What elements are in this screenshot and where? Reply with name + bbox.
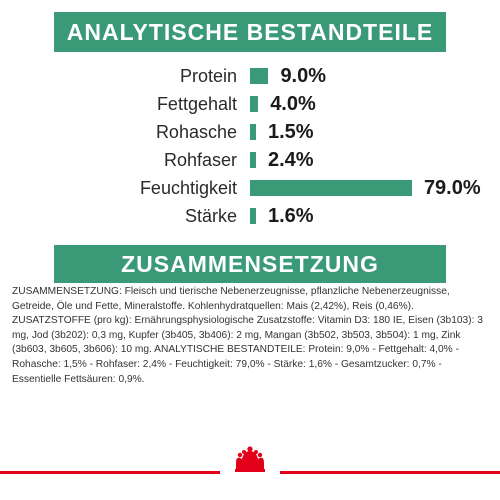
nutrient-row-fettgehalt: Fettgehalt 4.0% [0,92,500,116]
ingredients-text: ZUSAMMENSETZUNG: Fleisch und tierische N… [12,286,483,385]
nutrient-bar [250,124,256,140]
royal-canin-crown-icon [220,443,280,477]
nutrient-row-rohasche: Rohasche 1.5% [0,120,500,144]
nutrient-label: Protein [179,66,237,86]
nutrient-bar [250,96,259,112]
nutrient-label: Feuchtigkeit [139,178,237,198]
nutrient-row-rohfaser: Rohfaser 2.4% [0,148,500,172]
analytical-constituents-header: ANALYTISCHE BESTANDTEILE [54,12,446,52]
nutrient-bar [250,208,256,224]
nutrient-row-protein: Protein 9.0% [0,64,500,88]
nutrient-label: Rohasche [155,122,237,142]
nutrient-value: 1.6% [268,205,314,227]
nutrient-bar [250,152,256,168]
nutrient-bar [250,68,269,84]
composition-header: ZUSAMMENSETZUNG [54,245,446,283]
nutrient-row-feuchtigkeit: Feuchtigkeit 79.0% [0,176,500,200]
nutrient-value: 4.0% [270,93,316,115]
nutrient-value: 1.5% [268,121,314,143]
nutrient-label: Stärke [184,206,237,226]
nutrient-row-staerke: Stärke 1.6% [0,204,500,228]
nutrient-value: 2.4% [268,149,314,171]
nutrient-label: Rohfaser [163,150,237,170]
nutrient-value: 9.0% [280,65,327,87]
nutrient-value: 79.0% [423,177,481,199]
nutrient-label: Fettgehalt [156,94,237,114]
nutrient-bar [250,180,412,196]
